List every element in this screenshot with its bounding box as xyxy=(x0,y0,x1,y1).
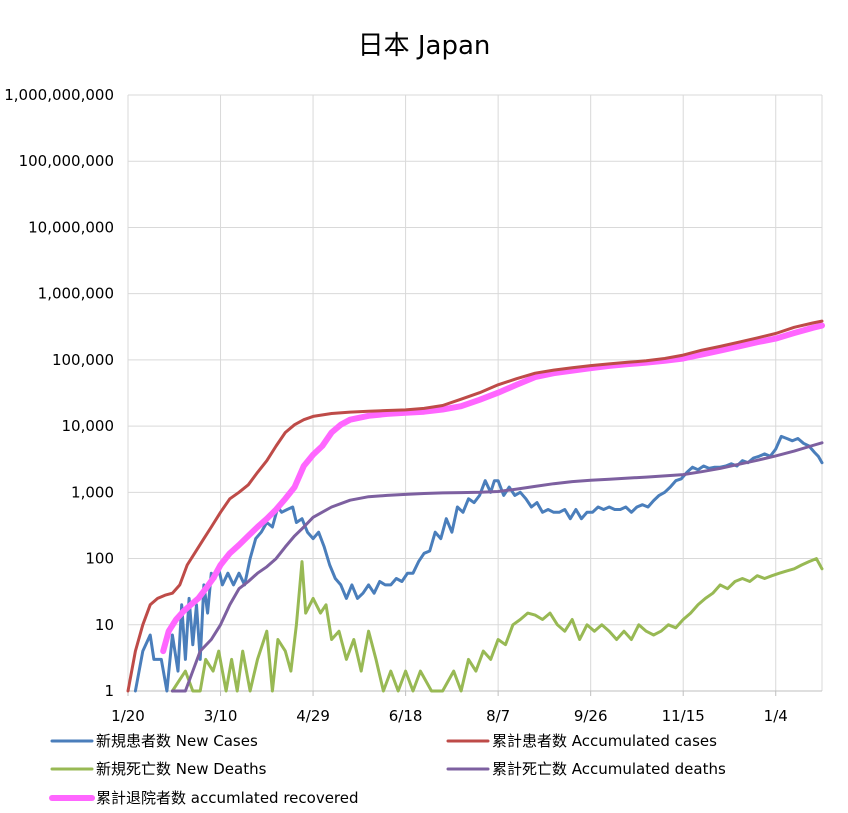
y-axis: 1 10 100 1,000 10,000 100,000 1,000,000 10,000,… xyxy=(4,86,114,700)
x-tick-label: 4/29 xyxy=(296,707,330,725)
y-tick-label: 1,000,000 xyxy=(38,285,114,303)
legend-label: 新規死亡数 New Deaths xyxy=(96,760,267,778)
legend-label: 累計患者数 Accumulated cases xyxy=(492,732,717,750)
y-tick-label: 100,000,000 xyxy=(19,152,114,170)
accumulated-cases-line xyxy=(126,319,824,693)
x-tick-label: 1/4 xyxy=(764,707,788,725)
y-tick-label: 1,000,000,000 xyxy=(4,86,114,104)
y-tick-label: 10 xyxy=(95,616,114,634)
x-tick-label: 8/7 xyxy=(486,707,510,725)
legend-label: 新規患者数 New Cases xyxy=(96,732,258,750)
y-tick-label: 10,000 xyxy=(62,417,115,435)
y-tick-label: 100,000 xyxy=(52,351,114,369)
accumulated-recovered-line xyxy=(160,322,825,655)
grid xyxy=(127,94,823,692)
legend: 新規患者数 New Cases 累計患者数 Accumulated cases 新規… xyxy=(49,732,726,807)
y-tick-label: 1 xyxy=(104,682,114,700)
plot-area xyxy=(126,319,825,693)
x-axis: 1/20 3/10 4/29 6/18 8/7 9/26 11/15 1/4 xyxy=(111,690,822,725)
new-cases-line xyxy=(133,434,824,693)
accumulated-deaths-line xyxy=(170,441,824,693)
chart-title: 日本 Japan xyxy=(358,31,491,61)
x-tick-label: 6/18 xyxy=(389,707,423,725)
y-tick-label: 1,000 xyxy=(71,483,114,501)
new-deaths-line xyxy=(170,557,824,693)
y-tick-label: 10,000,000 xyxy=(28,218,114,236)
x-tick-label: 3/10 xyxy=(204,707,238,725)
x-tick-label: 9/26 xyxy=(574,707,608,725)
x-tick-label: 11/15 xyxy=(662,707,705,725)
y-tick-label: 100 xyxy=(85,550,114,568)
legend-label: 累計死亡数 Accumulated deaths xyxy=(492,760,726,778)
x-tick-label: 1/20 xyxy=(111,707,145,725)
legend-label: 累計退院者数 accumlated recovered xyxy=(96,789,359,807)
